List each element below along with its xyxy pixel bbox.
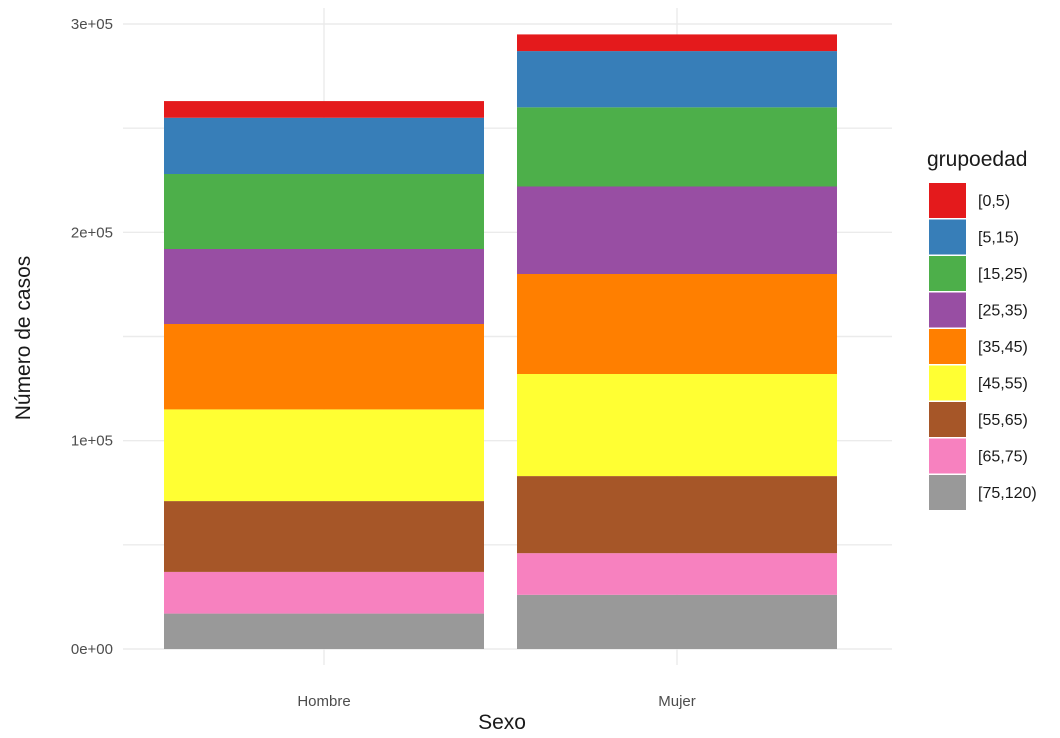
y-axis-title: Número de casos <box>12 256 35 421</box>
legend-title: grupoedad <box>927 148 1027 171</box>
bar-segment <box>164 174 484 249</box>
bar-segment <box>517 374 837 477</box>
bar-segment <box>164 101 484 118</box>
legend-swatch <box>929 438 966 474</box>
legend-swatch <box>929 329 966 364</box>
bar-segment <box>517 553 837 595</box>
y-tick-label: 3e+05 <box>71 16 113 33</box>
legend-swatch <box>929 475 966 510</box>
bar-segment <box>164 613 484 649</box>
bar-segment <box>164 324 484 410</box>
bar-segment <box>517 476 837 554</box>
legend-label: [5,15) <box>978 230 1019 247</box>
legend-label: [15,25) <box>978 266 1028 283</box>
legend-label: [25,35) <box>978 303 1028 320</box>
bar-segment <box>164 409 484 502</box>
bar-segment <box>164 501 484 572</box>
legend-label: [0,5) <box>978 193 1010 210</box>
legend-label: [65,75) <box>978 449 1028 466</box>
bar-segment <box>164 117 484 174</box>
bar-segment <box>517 274 837 374</box>
legend-swatch <box>929 292 966 328</box>
legend-label: [35,45) <box>978 339 1028 356</box>
x-tick-label: Hombre <box>297 693 350 710</box>
legend-swatch <box>929 183 966 218</box>
legend-swatch <box>929 256 966 291</box>
legend-swatch <box>929 402 966 437</box>
x-tick-label: Mujer <box>658 693 696 710</box>
bars <box>164 34 837 649</box>
y-tick-label: 0e+00 <box>71 641 113 658</box>
legend-label: [75,120) <box>978 485 1037 502</box>
y-tick-label: 2e+05 <box>71 224 113 241</box>
legend: grupoedad [0,5) [5,15) [15,25) [25,35) [35,4… <box>927 148 1037 510</box>
x-axis-ticks: Hombre Mujer <box>297 693 695 710</box>
bar-segment <box>517 186 837 274</box>
legend-swatch <box>929 219 966 255</box>
legend-swatch <box>929 365 966 401</box>
bar-segment <box>517 34 837 52</box>
y-tick-label: 1e+05 <box>71 433 113 450</box>
legend-label: [45,55) <box>978 376 1028 393</box>
bar-segment <box>517 107 837 187</box>
y-axis-ticks: 0e+00 1e+05 2e+05 3e+05 <box>71 16 113 658</box>
bar-segment <box>517 51 837 108</box>
x-axis-title: Sexo <box>478 711 526 734</box>
bar-segment <box>164 571 484 614</box>
bar-segment <box>517 594 837 649</box>
legend-label: [55,65) <box>978 412 1028 429</box>
legend-items: [0,5) [5,15) [15,25) [25,35) [35,45) [45,55) [… <box>929 183 1037 510</box>
bar-segment <box>164 249 484 324</box>
